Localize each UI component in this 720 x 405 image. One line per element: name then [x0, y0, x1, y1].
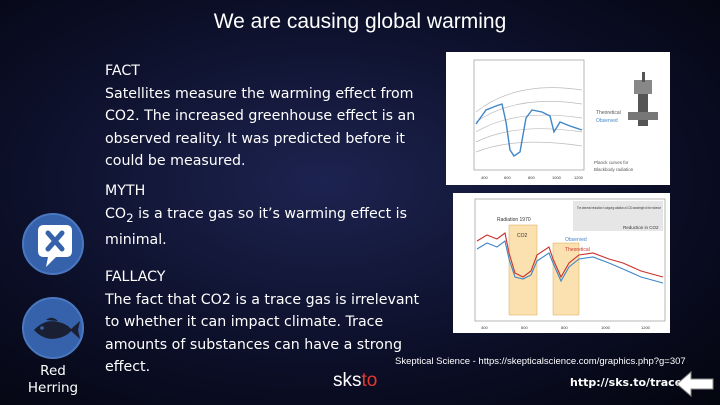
fact-text: Satellites measure the warming effect fr…: [105, 85, 416, 170]
satellite-icon: [628, 72, 658, 126]
top-label-blackbody: Blackbody radiation: [594, 167, 634, 172]
bottom-label-radiation-1970: Radiation 1970: [497, 217, 531, 223]
red-herring-label: Red Herring: [27, 363, 79, 396]
svg-text:600: 600: [521, 325, 528, 330]
svg-text:400: 400: [481, 175, 488, 180]
top-label-planck: Planck curves for: [594, 160, 629, 165]
bottom-label-theoretical: Theoretical: [565, 247, 590, 253]
svg-text:1200: 1200: [641, 325, 651, 330]
slide-title: We are causing global warming: [213, 10, 507, 33]
fish-icon: [22, 297, 84, 359]
fallacy-text: The fact that CO2 is a trace gas is irre…: [105, 291, 420, 376]
myth-block: MYTH CO2 is a trace gas so it’s warming …: [105, 180, 415, 251]
back-arrow-icon[interactable]: [675, 370, 715, 398]
bottom-label-reduction: Reduction in CO2: [623, 225, 659, 230]
top-label-theoretical: Theoretical: [596, 110, 621, 116]
svg-text:800: 800: [528, 175, 535, 180]
bottom-label-observed: Observed: [565, 237, 587, 243]
fallacy-heading: FALLACY: [105, 269, 166, 285]
svg-text:800: 800: [561, 325, 568, 330]
fact-block: FACT Satellites measure the warming effe…: [105, 60, 425, 173]
sksto-logo: sksto: [333, 370, 377, 392]
svg-text:400: 400: [481, 325, 488, 330]
outgoing-radiation-figure: 400 600 800 1000 1200 The observed reduction…: [453, 193, 670, 333]
speech-bubble-x-icon: [22, 213, 84, 275]
satellite-spectrum-figure: 400 600 800 1000 1200 Theoretical Observed P…: [446, 52, 670, 185]
svg-text:1000: 1000: [601, 325, 611, 330]
fallacy-block: FALLACY The fact that CO2 is a trace gas…: [105, 266, 425, 379]
myth-heading: MYTH: [105, 183, 146, 199]
svg-text:1200: 1200: [574, 175, 584, 180]
bottom-label-co2: CO2: [517, 233, 528, 239]
trace-link[interactable]: http://sks.to/trace: [570, 376, 683, 389]
bottom-label-annotation: The observed reduction in outgoing radia…: [577, 205, 661, 210]
myth-subscript: 2: [126, 210, 134, 225]
svg-text:600: 600: [504, 175, 511, 180]
fact-heading: FACT: [105, 63, 140, 79]
source-caption: Skeptical Science - https://skepticalsci…: [395, 356, 686, 367]
logo-part-2: to: [361, 370, 378, 391]
top-label-observed: Observed: [596, 118, 618, 124]
svg-text:1000: 1000: [552, 175, 562, 180]
myth-text-before: CO: [105, 205, 127, 222]
myth-text-after: is a trace gas so it’s warming effect is…: [105, 205, 407, 248]
logo-part-1: sks: [333, 370, 362, 391]
